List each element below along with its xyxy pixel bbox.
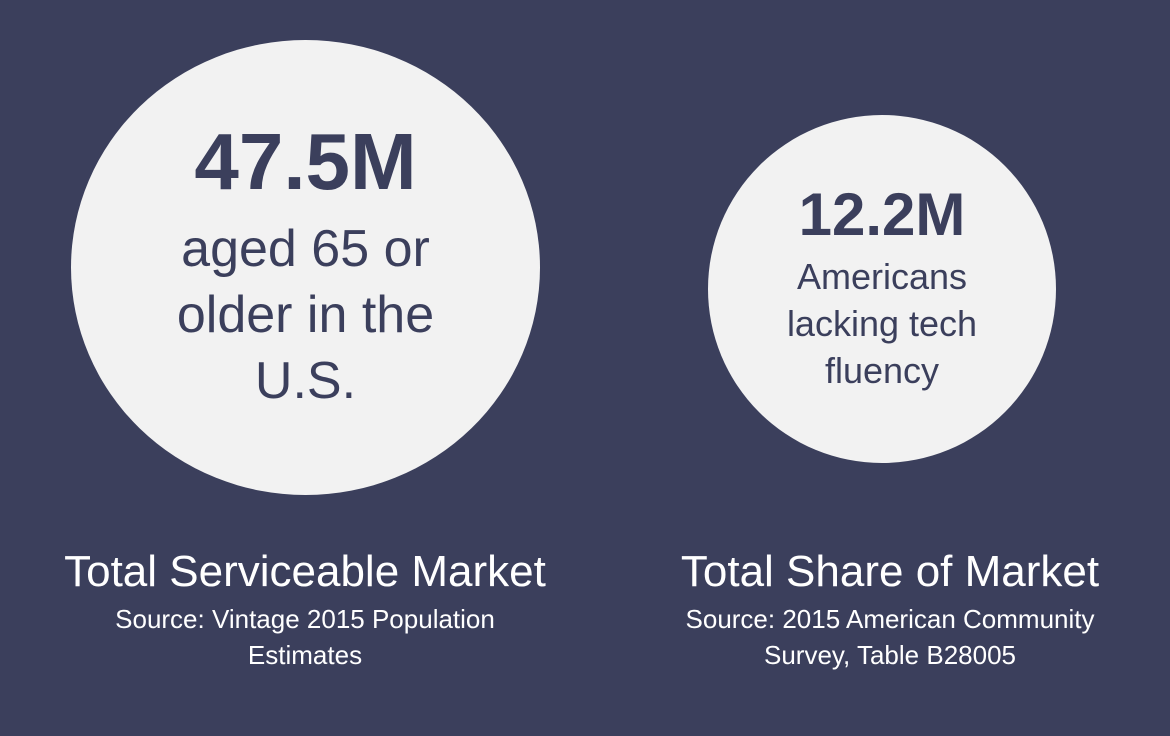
serviceable-market-title: Total Serviceable Market	[64, 547, 546, 596]
share-of-market-title: Total Share of Market	[680, 547, 1100, 596]
serviceable-market-caption: Total Serviceable Market Source: Vintage…	[25, 545, 585, 673]
serviceable-market-circle: 47.5M aged 65 or older in the U.S.	[71, 40, 540, 495]
serviceable-market-description: aged 65 or older in the U.S.	[176, 219, 435, 410]
serviceable-market-source: Source: Vintage 2015 Population Estimate…	[115, 604, 495, 670]
share-of-market-source: Source: 2015 American Community Survey, …	[685, 604, 1095, 670]
share-of-market-description: Americans lacking tech fluency	[786, 255, 978, 391]
share-of-market-caption: Total Share of Market Source: 2015 Ameri…	[640, 545, 1140, 673]
share-of-market-value: 12.2M	[798, 180, 966, 248]
share-of-market-circle: 12.2M Americans lacking tech fluency	[708, 115, 1056, 463]
serviceable-market-value: 47.5M	[194, 116, 417, 206]
